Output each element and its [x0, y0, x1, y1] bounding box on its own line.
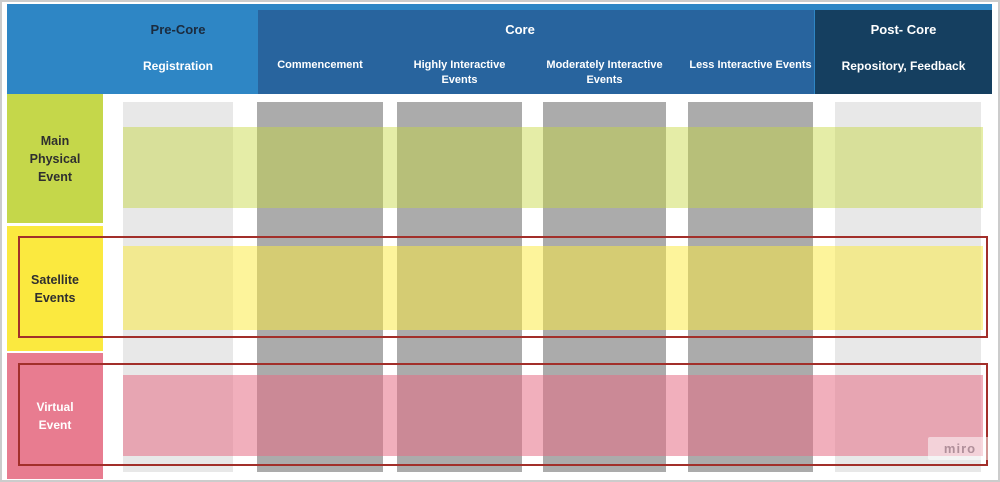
satellite-row-highlight-outline[interactable]: [18, 236, 988, 338]
core-header-box[interactable]: [258, 10, 814, 94]
column-header-commencement: Commencement: [277, 59, 363, 71]
repository-feedback-column-header: Repository, Feedback: [841, 59, 966, 73]
main-physical-event-row-band[interactable]: [123, 127, 983, 208]
column-header-moderately-interactive: Moderately Interactive Events: [546, 59, 663, 86]
post-core-title: Post- Core: [870, 22, 937, 37]
virtual-event-row-band[interactable]: [123, 375, 983, 456]
core-title: Core: [505, 22, 535, 37]
registration-column-header: Registration: [142, 59, 213, 73]
pre-core-title: Pre-Core: [150, 22, 206, 37]
row-label-text: Virtual Event: [36, 400, 74, 432]
virtual-row-highlight-outline[interactable]: [18, 363, 988, 466]
row-label-virtual-event[interactable]: Virtual Event: [7, 353, 103, 479]
column-header-highly-interactive: Highly Interactive Events: [413, 59, 506, 86]
column-header-less-interactive: Less Interactive Events: [689, 59, 812, 71]
post-core-header-box[interactable]: [815, 10, 992, 94]
row-label-text: Satellite Events: [31, 272, 79, 305]
miro-watermark: miro: [928, 437, 992, 460]
satellite-events-row-band[interactable]: [123, 246, 983, 330]
row-label-satellite-events[interactable]: Satellite Events: [7, 226, 103, 351]
row-label-main-physical-event[interactable]: Main Physical Event: [7, 94, 103, 223]
row-label-text: Main Physical Event: [29, 133, 81, 184]
